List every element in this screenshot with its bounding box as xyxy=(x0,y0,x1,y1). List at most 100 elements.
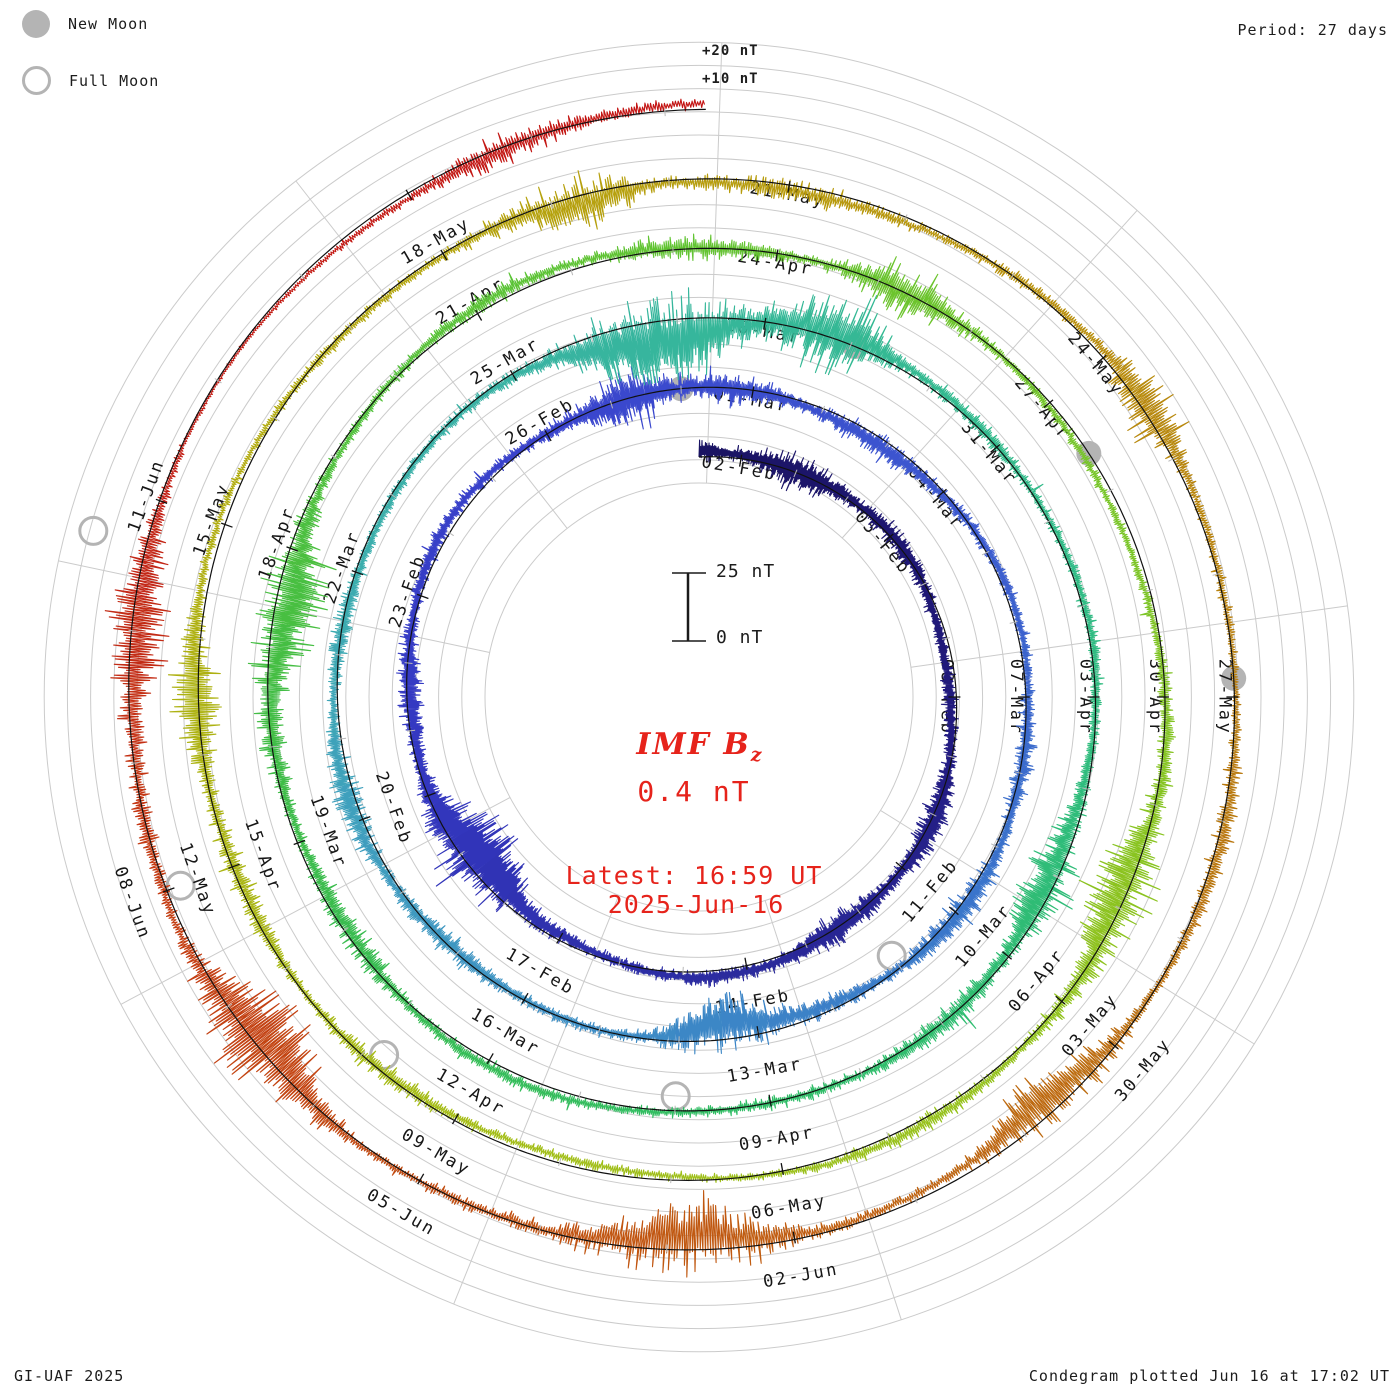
data-segment xyxy=(1074,737,1099,794)
grid-circle xyxy=(322,320,1076,1074)
data-segment xyxy=(456,380,506,416)
date-tick-major xyxy=(440,249,448,261)
date-tick-minor xyxy=(617,958,622,967)
date-label: 09-May xyxy=(398,1125,474,1181)
data-segment xyxy=(420,798,488,843)
grid-circle xyxy=(136,134,1262,1260)
date-tick-major xyxy=(751,386,755,399)
data-segment xyxy=(197,972,299,1064)
data-segment xyxy=(125,754,155,835)
date-tick-minor xyxy=(530,134,534,143)
baseline-spiral xyxy=(128,108,1236,1251)
new-moon-icon xyxy=(22,10,50,38)
data-segment xyxy=(748,294,814,352)
data-segment xyxy=(253,681,290,743)
date-tick-major xyxy=(744,957,748,970)
data-segment xyxy=(514,257,577,292)
data-segment xyxy=(818,906,863,947)
data-segment xyxy=(319,305,376,360)
date-tick-minor xyxy=(406,1000,414,1007)
data-segment xyxy=(568,934,607,961)
data-segment xyxy=(532,1001,582,1031)
date-tick-minor xyxy=(803,940,808,949)
data-segment xyxy=(328,205,396,258)
grid-radial-line xyxy=(295,180,568,529)
data-segment xyxy=(327,633,349,686)
data-segment xyxy=(110,677,157,757)
data-segment xyxy=(900,553,929,589)
date-tick-minor xyxy=(399,888,407,895)
date-label: 09-Apr xyxy=(738,1122,817,1155)
center-title-sub: z xyxy=(750,744,764,766)
data-segment xyxy=(1215,752,1243,829)
date-tick-major xyxy=(358,815,371,822)
date-tick-major xyxy=(417,1173,425,1185)
full-moon-icon xyxy=(22,66,51,95)
date-tick-minor xyxy=(359,1050,366,1058)
date-tick-minor xyxy=(941,637,951,640)
date-tick-minor xyxy=(672,246,674,255)
data-segment xyxy=(268,938,313,1002)
date-tick-major xyxy=(763,317,767,330)
date-tick-minor xyxy=(1212,572,1221,576)
data-segment xyxy=(679,969,719,989)
spiral-data xyxy=(104,98,1243,1278)
data-segment xyxy=(626,1018,678,1050)
date-tick-minor xyxy=(1009,273,1015,281)
data-segment xyxy=(270,255,331,314)
data-segment xyxy=(850,883,891,921)
date-label: 20-Feb xyxy=(371,769,416,848)
date-tick-major xyxy=(787,180,791,193)
latest-date-label: 2025-Jun-16 xyxy=(607,890,785,919)
date-label: 27-May xyxy=(1214,659,1234,735)
date-tick-minor xyxy=(1021,1130,1028,1138)
data-segment xyxy=(1006,594,1031,641)
data-segment xyxy=(226,1009,322,1108)
data-segment xyxy=(347,535,377,587)
date-tick-minor xyxy=(589,333,594,342)
date-tick-minor xyxy=(388,492,396,498)
data-segment xyxy=(1088,682,1104,739)
date-tick-major xyxy=(936,488,947,498)
data-segment xyxy=(904,822,938,868)
data-segment xyxy=(421,522,450,567)
data-segment xyxy=(573,380,621,427)
data-segment xyxy=(675,997,724,1055)
grid-radial-line xyxy=(880,809,1255,1045)
axis-label-plus10: +10 nT xyxy=(702,71,759,87)
data-segment xyxy=(826,481,861,509)
date-tick-major xyxy=(405,189,413,201)
date-tick-minor xyxy=(457,850,465,857)
date-tick-minor xyxy=(884,440,891,448)
date-tick-minor xyxy=(200,753,209,756)
date-tick-minor xyxy=(1082,787,1091,791)
date-tick-major xyxy=(1043,399,1054,409)
date-tick-minor xyxy=(946,755,956,759)
data-segment xyxy=(391,448,429,495)
data-segment xyxy=(495,877,542,928)
legend-full-moon: Full Moon xyxy=(22,66,159,95)
data-segment xyxy=(1072,442,1110,500)
date-tick-minor xyxy=(831,1004,836,1012)
date-tick-minor xyxy=(338,737,347,740)
data-segment xyxy=(932,758,958,797)
data-segment xyxy=(986,434,1027,482)
data-segment xyxy=(960,515,995,558)
data-segment xyxy=(258,740,293,801)
date-tick-minor xyxy=(1043,519,1052,525)
data-segment xyxy=(354,1042,419,1099)
data-segment xyxy=(660,1190,737,1278)
data-segment xyxy=(274,353,324,415)
data-segment xyxy=(907,221,978,258)
data-segment xyxy=(698,365,744,409)
data-segment xyxy=(497,1069,556,1102)
data-segment xyxy=(410,1083,474,1128)
date-tick-major xyxy=(738,454,743,467)
data-segment xyxy=(371,260,431,312)
date-tick-minor xyxy=(886,1131,891,1140)
grid-radial-line xyxy=(764,900,902,1320)
data-segment xyxy=(190,748,225,818)
data-segment xyxy=(1000,775,1030,824)
data-segment xyxy=(939,653,957,689)
data-segment xyxy=(636,233,700,262)
